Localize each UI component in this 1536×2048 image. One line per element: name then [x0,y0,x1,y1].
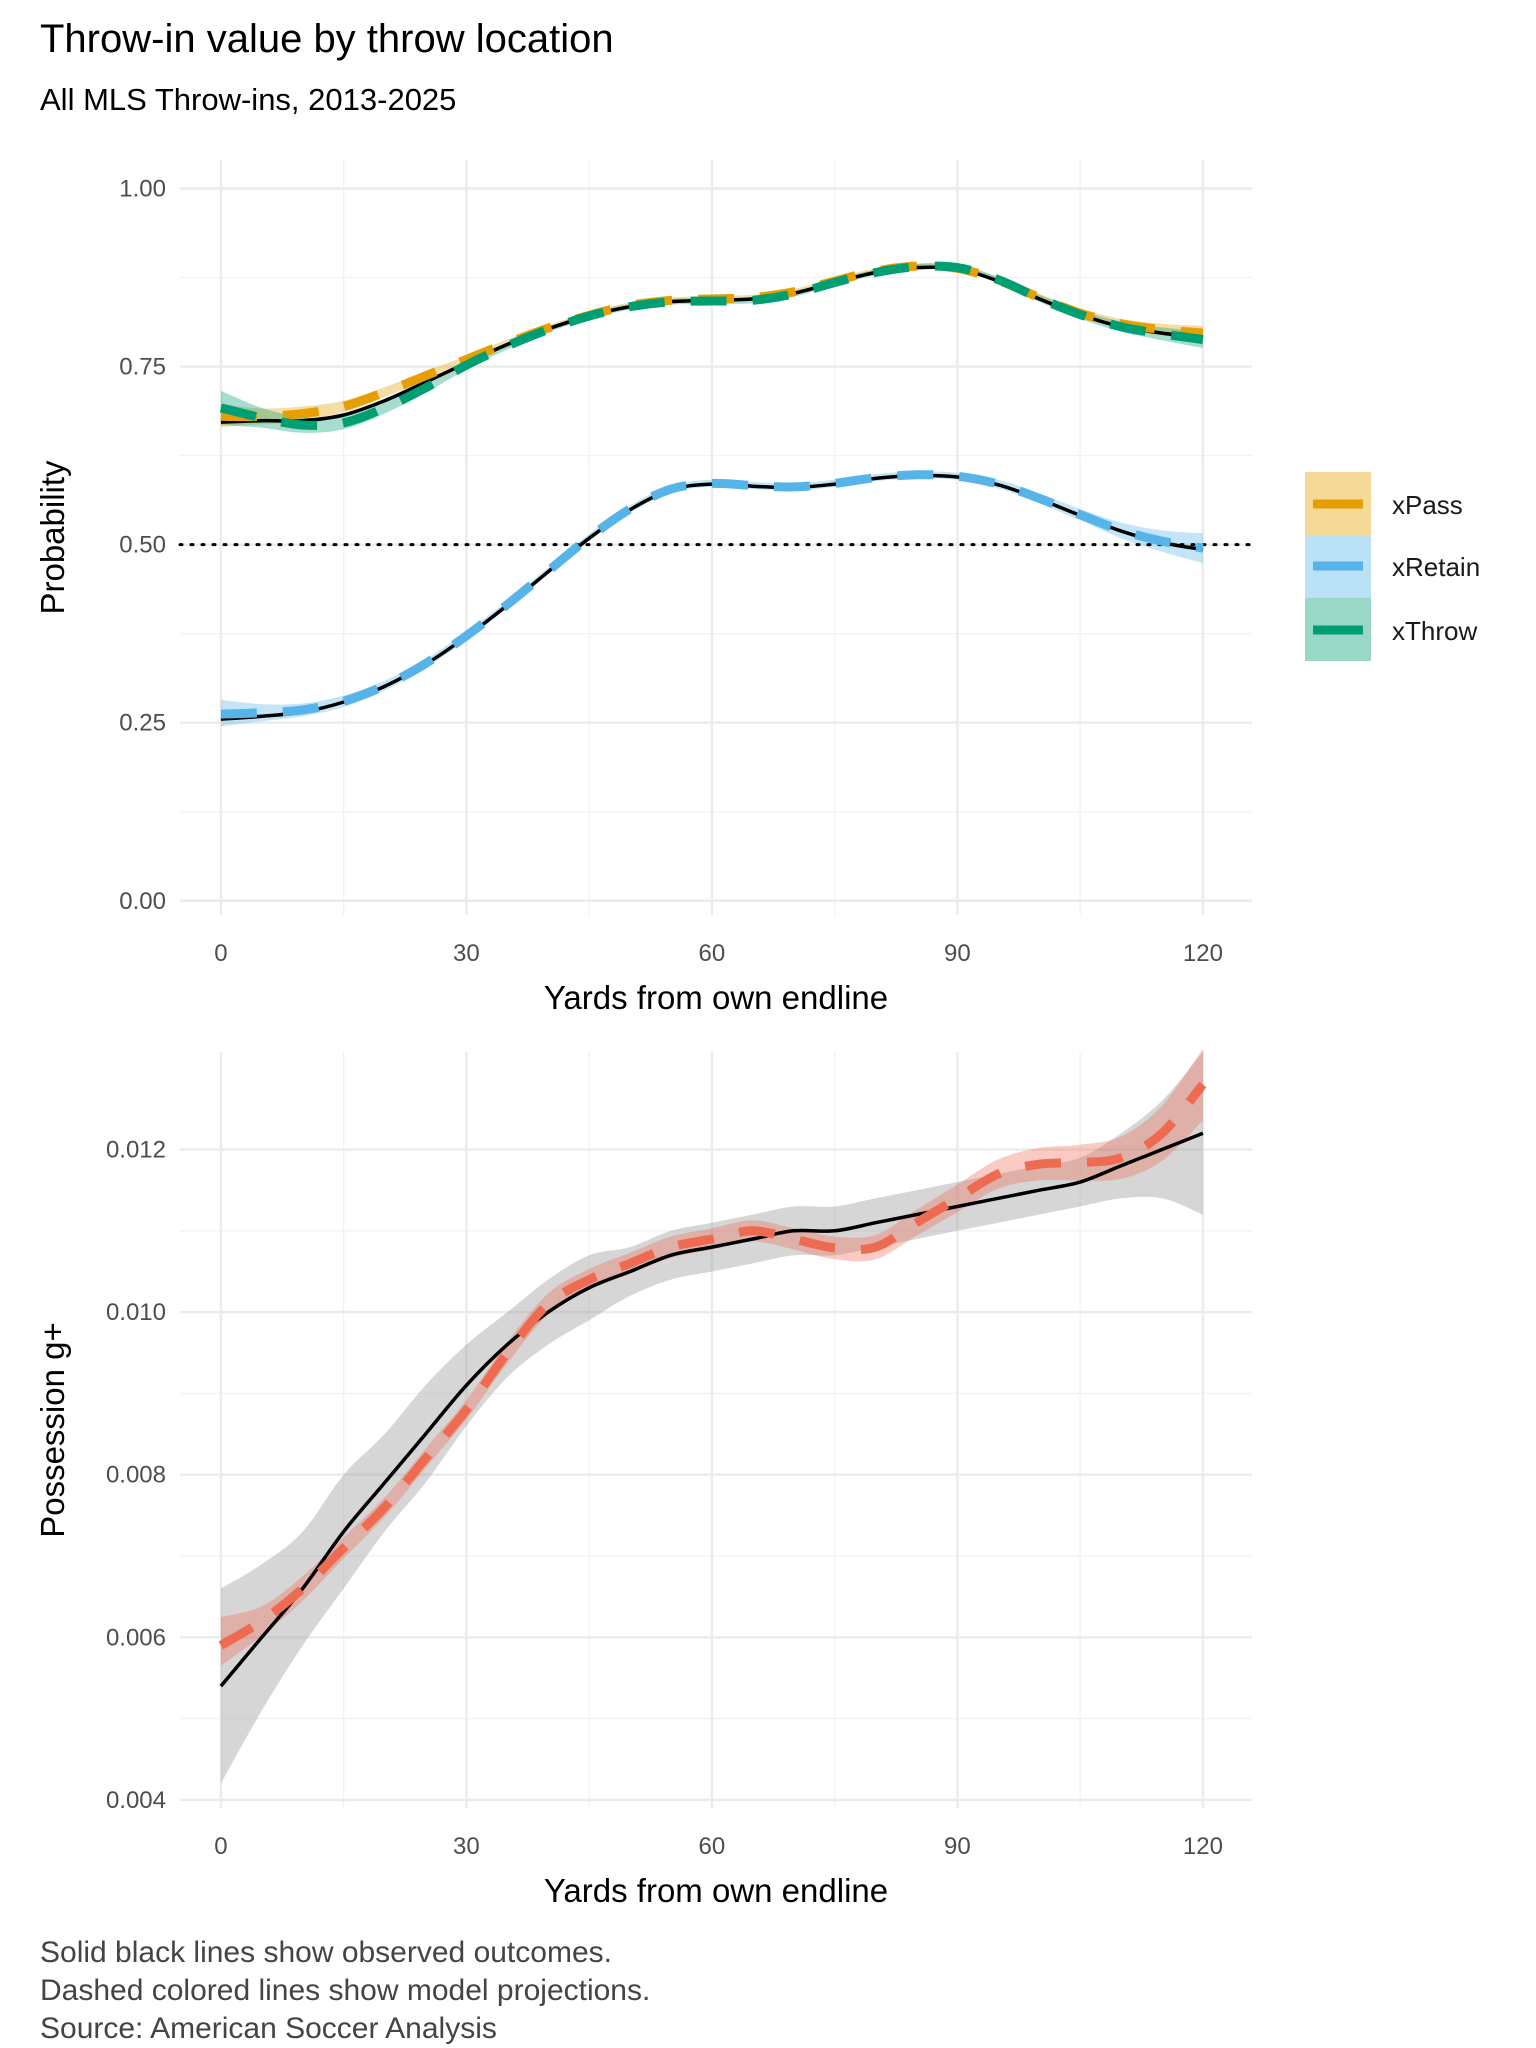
prob-x-tick-label: 30 [453,940,480,967]
gplus-x-tick-label: 30 [453,1833,480,1860]
ribbon-model-gplus [220,1048,1203,1666]
gplus-y-tick-label: 0.006 [106,1624,166,1651]
legend-item-xthrow[interactable]: xThrow [1305,598,1477,661]
gplus-y-axis-title: Possession g+ [34,1322,71,1538]
gplus-panel: 0 30 60 90 120 0.004 0.006 0.008 0.010 0.012 Yards… [34,1048,1252,1909]
prob-y-tick-label: 0.75 [119,354,166,381]
legend-item-xpass[interactable]: xPass [1305,472,1463,535]
caption-line-2: Dashed colored lines show model projecti… [40,1974,650,2007]
gplus-y-tick-label: 0.004 [106,1787,166,1814]
gplus-y-tick-label: 0.008 [106,1462,166,1489]
gplus-x-tick-label: 120 [1183,1833,1223,1860]
prob-y-axis-title: Probability [34,460,71,615]
gplus-y-tick-label: 0.010 [106,1299,166,1326]
legend-label-xretain: xRetain [1392,552,1480,582]
prob-x-tick-label: 60 [699,940,726,967]
series-gplus-line [218,1081,1207,1650]
prob-x-tick-label: 0 [214,940,227,967]
gplus-x-axis-title: Yards from own endline [544,1872,888,1909]
prob-y-tick-label: 1.00 [119,175,166,202]
gplus-x-tick-label: 90 [944,1833,971,1860]
legend-label-xthrow: xThrow [1392,616,1477,646]
prob-x-tick-label: 90 [944,940,971,967]
caption-line-3: Source: American Soccer Analysis [40,2012,497,2045]
prob-y-tick-label: 0.00 [119,888,166,915]
ribbon-xpass [220,263,1203,428]
prob-y-tick-label: 0.50 [119,532,166,559]
chart-subtitle: All MLS Throw-ins, 2013-2025 [40,82,456,117]
prob-x-tick-label: 120 [1183,940,1223,967]
legend-label-xpass: xPass [1392,490,1463,520]
caption-line-1: Solid black lines show observed outcomes… [40,1936,612,1969]
gplus-x-tick-label: 60 [699,1833,726,1860]
gplus-y-tick-label: 0.012 [106,1137,166,1164]
observed-gplus-line [219,1131,1204,1688]
probability-panel: 0 30 60 90 120 0.00 0.25 0.50 0.75 1.00 Yards from… [34,160,1254,1016]
prob-y-tick-label: 0.25 [119,710,166,737]
prob-x-axis-title: Yards from own endline [544,979,888,1016]
ribbon-observed-gplus [220,1052,1203,1784]
legend: xPass xRetain xThrow [1305,472,1480,661]
series-xretain-line [220,470,1204,719]
chart-title: Throw-in value by throw location [40,17,614,61]
gplus-x-tick-label: 0 [214,1833,227,1860]
legend-item-xretain[interactable]: xRetain [1305,535,1480,598]
series-xthrow-line [219,261,1204,430]
